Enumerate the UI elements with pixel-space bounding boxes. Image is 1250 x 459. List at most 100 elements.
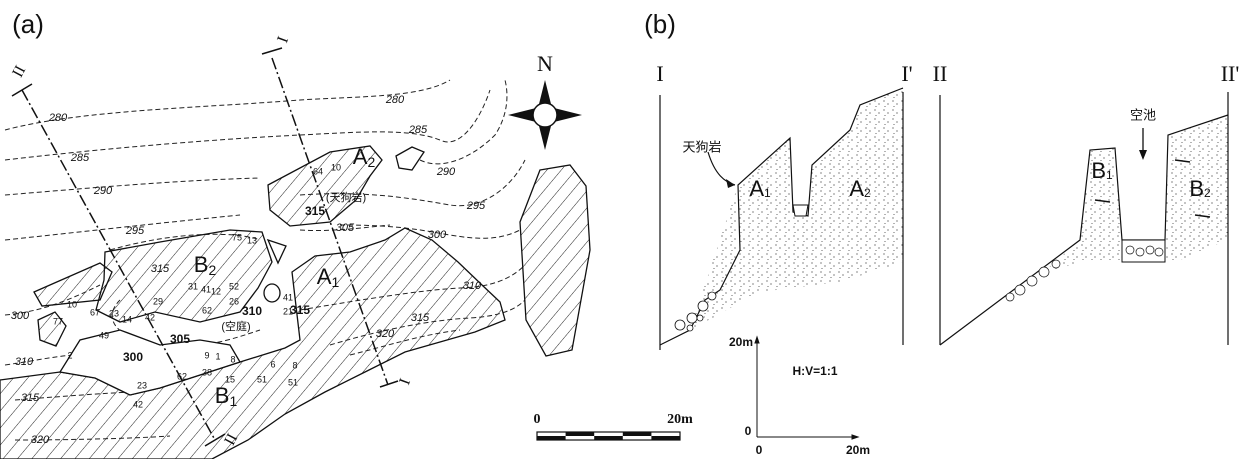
label: 38 xyxy=(202,367,212,377)
shape xyxy=(708,292,716,300)
label: 15 xyxy=(225,374,235,384)
shape xyxy=(1139,150,1147,160)
shape xyxy=(1126,246,1134,254)
label: I xyxy=(274,34,292,45)
label: 290 xyxy=(93,185,113,197)
label: 300 xyxy=(428,229,447,241)
label: I xyxy=(396,376,414,387)
shape xyxy=(1006,293,1014,301)
shape xyxy=(264,284,280,302)
label: 320 xyxy=(31,434,50,446)
shape xyxy=(623,432,652,436)
label: 1 xyxy=(331,274,339,290)
label: 29 xyxy=(153,296,163,306)
label: 0 xyxy=(534,412,541,427)
profile-1 xyxy=(660,88,903,345)
label: 295 xyxy=(125,225,145,237)
label: 10 xyxy=(67,299,77,309)
shape xyxy=(1146,246,1154,254)
shape xyxy=(708,152,735,185)
label: B xyxy=(1189,176,1204,201)
shape xyxy=(651,436,680,440)
label: 315 xyxy=(305,204,325,218)
label: 310 xyxy=(242,304,262,318)
shape xyxy=(1039,267,1049,277)
figure: (a) I I II II N 280 280 285 285 290 290 … xyxy=(0,0,1250,459)
label: 280 xyxy=(385,94,405,106)
shape xyxy=(726,179,735,188)
label: 20m xyxy=(667,412,693,427)
shape xyxy=(697,315,703,321)
shape xyxy=(793,205,808,216)
shape xyxy=(12,84,32,96)
shape xyxy=(698,301,708,311)
label: 23 xyxy=(109,308,119,318)
shape xyxy=(687,325,693,331)
shape xyxy=(1155,248,1163,256)
label: 20m xyxy=(729,335,753,349)
label: 空池 xyxy=(1130,107,1156,122)
shape xyxy=(852,435,858,439)
label: 2 xyxy=(367,154,375,170)
label: 285 xyxy=(70,152,90,164)
label: 1 xyxy=(215,351,220,361)
label: 1 xyxy=(764,186,771,200)
label: II xyxy=(9,63,29,80)
label: 67 xyxy=(90,307,100,317)
label: 52 xyxy=(229,281,239,291)
shape xyxy=(396,147,424,170)
label: 75 xyxy=(232,232,242,242)
shape xyxy=(1052,260,1060,268)
label: 41 xyxy=(283,292,293,302)
label: 1 xyxy=(1106,168,1113,182)
label: 305 xyxy=(170,332,190,346)
profile-2 xyxy=(940,115,1228,345)
label: 315 xyxy=(411,312,430,324)
label: (天狗岩) xyxy=(326,190,366,204)
label: 315 xyxy=(21,392,40,404)
label: 315 xyxy=(290,303,310,317)
label: 6 xyxy=(270,359,275,369)
label: B xyxy=(1091,158,1106,183)
label: 295 xyxy=(466,200,486,212)
label: 23 xyxy=(137,380,147,390)
shape xyxy=(262,48,282,54)
label: B xyxy=(215,383,230,408)
label: A xyxy=(353,144,368,169)
shape xyxy=(520,165,590,356)
label: (a) xyxy=(12,9,44,39)
label: 300 xyxy=(11,310,30,322)
label: 13 xyxy=(247,235,257,245)
label: 14 xyxy=(122,314,132,324)
shape xyxy=(5,80,450,130)
label: 2 xyxy=(864,186,871,200)
label: 51 xyxy=(288,377,298,387)
label: 290 xyxy=(436,166,456,178)
label: 49 xyxy=(99,330,109,340)
label: A xyxy=(849,176,864,201)
label: 8 xyxy=(230,354,235,364)
label: 26 xyxy=(229,296,239,306)
label: A xyxy=(749,176,764,201)
shape xyxy=(687,313,697,323)
label: 10 xyxy=(331,162,341,172)
label: N xyxy=(537,51,553,76)
label: 77 xyxy=(53,316,63,326)
label: 41 xyxy=(201,284,211,294)
label: 310 xyxy=(15,356,34,368)
label: 31 xyxy=(188,281,198,291)
label: H:V=1:1 xyxy=(792,364,837,378)
label: II' xyxy=(1221,61,1240,86)
label: (b) xyxy=(644,9,676,39)
shape xyxy=(755,337,759,343)
compass xyxy=(508,80,582,150)
scale-axes xyxy=(755,337,858,439)
label: B xyxy=(194,252,209,277)
shape xyxy=(675,320,685,330)
label: A xyxy=(317,264,332,289)
label: 0 xyxy=(756,443,763,457)
label: 300 xyxy=(123,350,143,364)
label: II xyxy=(933,61,948,86)
label: 285 xyxy=(408,124,428,136)
shape xyxy=(594,436,623,440)
